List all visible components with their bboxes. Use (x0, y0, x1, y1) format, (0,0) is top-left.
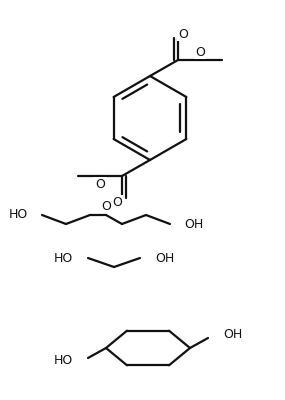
Text: O: O (101, 200, 111, 212)
Text: O: O (178, 28, 188, 40)
Text: HO: HO (9, 208, 28, 222)
Text: O: O (95, 178, 105, 190)
Text: O: O (195, 46, 205, 58)
Text: HO: HO (54, 354, 73, 368)
Text: OH: OH (184, 218, 203, 230)
Text: OH: OH (155, 252, 174, 264)
Text: OH: OH (223, 328, 242, 342)
Text: O: O (112, 196, 122, 208)
Text: HO: HO (54, 252, 73, 264)
